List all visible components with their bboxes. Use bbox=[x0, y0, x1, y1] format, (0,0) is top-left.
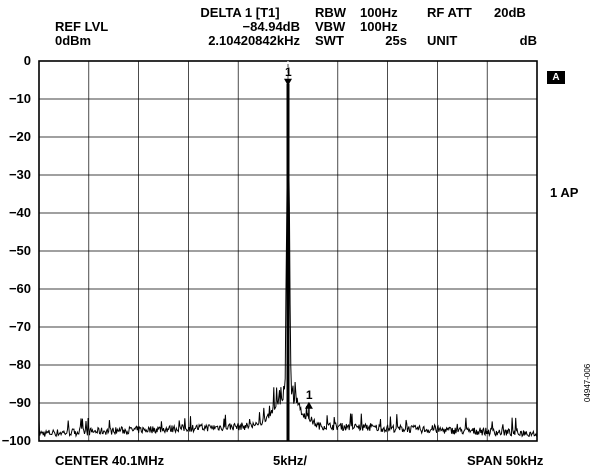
y-tick-label: 0 bbox=[23, 53, 31, 68]
y-tick-label: −40 bbox=[8, 205, 31, 220]
y-tick-label: −20 bbox=[8, 129, 31, 144]
vbw-label: VBW bbox=[315, 19, 346, 34]
marker-level: −84.94dB bbox=[242, 19, 300, 34]
trace-badge: A bbox=[547, 71, 565, 84]
marker-label: 1 bbox=[306, 388, 313, 402]
rf-att-value: 20dB bbox=[494, 5, 526, 20]
markers: 11 bbox=[284, 65, 313, 419]
figure-id: 04947-006 bbox=[583, 363, 592, 402]
unit-value: dB bbox=[519, 33, 537, 48]
ref-level-label: REF LVL bbox=[55, 19, 109, 34]
swt-value: 25s bbox=[385, 33, 407, 48]
unit-label: UNIT bbox=[427, 33, 458, 48]
frequency-per-division: 5kHz/ bbox=[273, 453, 307, 468]
y-tick-label: −80 bbox=[8, 357, 31, 372]
y-tick-label: −50 bbox=[8, 243, 31, 258]
marker-arrow-head bbox=[304, 401, 313, 409]
trace-mode-label: 1 AP bbox=[550, 185, 579, 200]
swt-label: SWT bbox=[315, 33, 344, 48]
y-tick-label: −70 bbox=[8, 319, 31, 334]
y-tick-label: −100 bbox=[1, 433, 31, 448]
rbw-label: RBW bbox=[315, 5, 347, 20]
rf-att-label: RF ATT bbox=[427, 5, 472, 20]
marker-triangle bbox=[284, 78, 292, 86]
spectrum-trace bbox=[38, 83, 538, 441]
y-tick-label: −90 bbox=[8, 395, 31, 410]
rbw-value: 100Hz bbox=[360, 5, 398, 20]
marker-label: 1 bbox=[285, 65, 292, 79]
y-tick-label: −10 bbox=[8, 91, 31, 106]
y-tick-label: −30 bbox=[8, 167, 31, 182]
ref-level-value: 0dBm bbox=[55, 33, 92, 48]
center-frequency: CENTER 40.1MHz bbox=[55, 453, 165, 468]
y-tick-label: −60 bbox=[8, 281, 31, 296]
span: SPAN 50kHz bbox=[467, 453, 544, 468]
marker-title: DELTA 1 [T1] bbox=[200, 5, 280, 20]
vbw-value: 100Hz bbox=[360, 19, 398, 34]
marker-frequency: 2.10420842kHz bbox=[208, 33, 300, 48]
